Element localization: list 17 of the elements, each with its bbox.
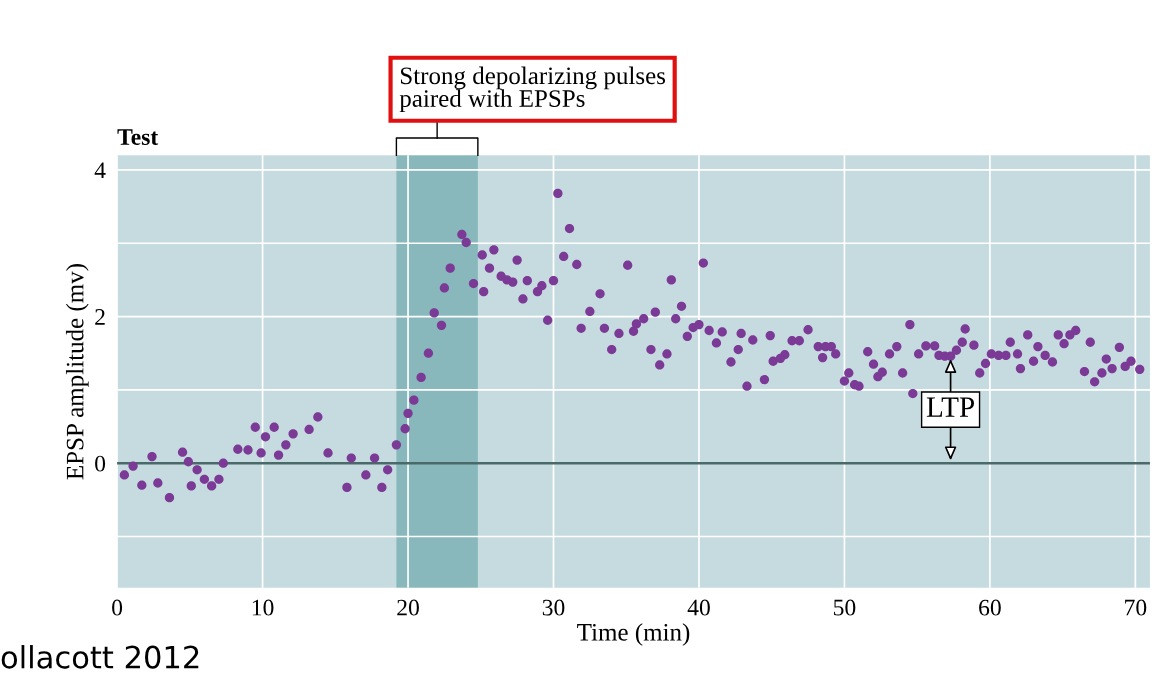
- y-tick-label: 2: [95, 309, 105, 325]
- x-tick-label: 40: [687, 599, 710, 616]
- x-tick-label: 10: [252, 599, 274, 616]
- y-tick-label: 0: [95, 455, 106, 472]
- text: ollacott 2012: [1, 645, 199, 669]
- annotation: LTP: [926, 397, 975, 417]
- x-tick-label: 30: [542, 599, 565, 616]
- x-tick-label: 0: [112, 599, 123, 616]
- x-axis-title: Time (min): [577, 623, 690, 646]
- x-tick-label: 70: [1125, 599, 1147, 616]
- y-tick-label: 4: [94, 162, 106, 179]
- x-tick-label: 60: [979, 599, 1001, 616]
- x-tick-label: 20: [397, 599, 419, 616]
- band-label: Strong depolarizing pulses paired with EPSPs: [399, 66, 666, 113]
- x-tick-label: 50: [834, 599, 856, 616]
- chart-title: Test: [117, 129, 159, 145]
- y-axis-title: EPSP amplitude (mv): [65, 264, 89, 480]
